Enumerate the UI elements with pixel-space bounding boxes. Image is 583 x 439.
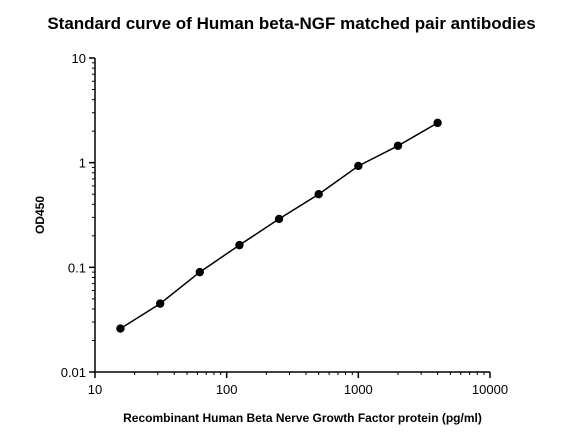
chart-axes bbox=[94, 58, 490, 373]
y-tick-label: 0.01 bbox=[61, 365, 86, 380]
data-point bbox=[235, 240, 244, 250]
data-point bbox=[116, 324, 125, 333]
chart-title: Standard curve of Human beta-NGF matched… bbox=[47, 14, 536, 33]
data-point bbox=[393, 141, 403, 150]
x-tick-label: 100 bbox=[216, 382, 238, 397]
y-axis-label: OD450 bbox=[33, 196, 47, 234]
data-point bbox=[274, 214, 284, 224]
y-tick-label: 1 bbox=[79, 156, 86, 171]
fit-curve bbox=[120, 122, 438, 330]
data-point bbox=[155, 299, 165, 308]
x-tick-label: 10000 bbox=[472, 382, 508, 397]
x-axis-label: Recombinant Human Beta Nerve Growth Fact… bbox=[123, 411, 482, 425]
x-tick-label: 10 bbox=[88, 382, 102, 397]
y-tick-label: 0.1 bbox=[68, 260, 86, 275]
data-point bbox=[433, 118, 442, 128]
chart-ticks: 10 100 1000 10000 0.01 0.1 1 10 bbox=[61, 51, 508, 397]
data-point bbox=[354, 161, 363, 171]
data-point bbox=[195, 267, 204, 277]
data-point bbox=[314, 189, 323, 199]
data-points bbox=[116, 118, 442, 333]
y-tick-label: 10 bbox=[72, 51, 86, 66]
x-tick-label: 1000 bbox=[344, 382, 373, 397]
